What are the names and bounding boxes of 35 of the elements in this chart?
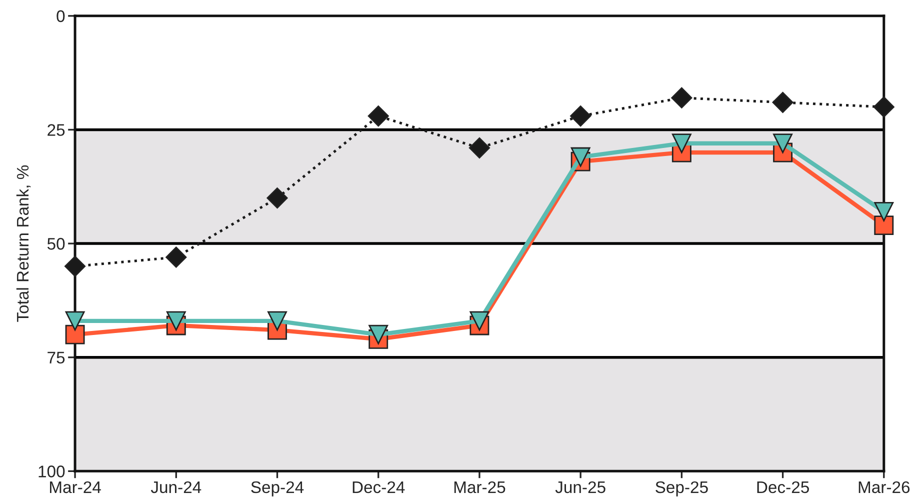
point: [773, 134, 793, 154]
point: [64, 256, 86, 277]
point: [672, 134, 692, 154]
x-tick-label: Dec-25: [757, 481, 809, 494]
point: [268, 311, 287, 331]
x-tick-label: Mar-26: [858, 481, 910, 494]
y-axis-title: Total Return Rank, %: [16, 165, 31, 322]
point: [873, 96, 894, 118]
point: [671, 87, 692, 108]
point: [570, 106, 592, 127]
x-tick-label: Sep-25: [656, 481, 708, 496]
x-tick-label: Mar-24: [50, 481, 101, 494]
point: [368, 106, 389, 127]
y-tick-label: 0: [56, 10, 65, 22]
x-tick-label: Jun-24: [150, 481, 202, 494]
point: [772, 92, 794, 113]
point: [65, 324, 85, 344]
point: [874, 216, 894, 236]
x-tick-label: Mar-25: [454, 481, 506, 494]
point: [166, 246, 187, 268]
point: [468, 137, 490, 158]
y-tick-label: 25: [48, 124, 65, 136]
x-tick-label: Dec-24: [352, 481, 405, 494]
y-tick-label: 100: [38, 466, 65, 478]
point: [470, 311, 490, 331]
point: [570, 147, 590, 167]
point: [368, 324, 388, 344]
x-tick-label: Sep-24: [251, 481, 304, 496]
y-tick-label: 75: [48, 352, 65, 364]
x-tick-label: Jun-25: [555, 481, 606, 494]
point: [266, 187, 288, 209]
point: [65, 311, 85, 331]
point: [874, 202, 894, 222]
y-tick-label: 50: [47, 238, 65, 250]
point: [166, 311, 186, 331]
